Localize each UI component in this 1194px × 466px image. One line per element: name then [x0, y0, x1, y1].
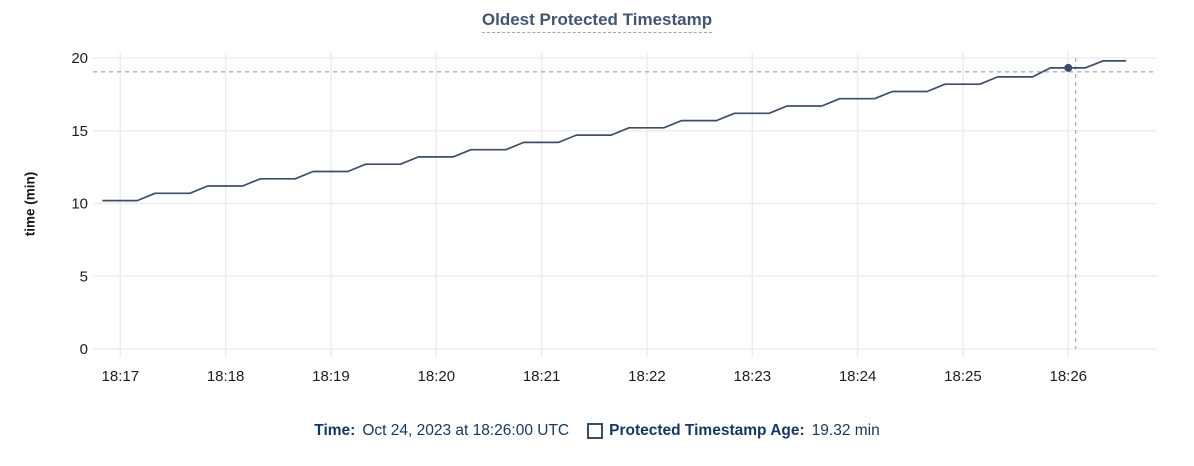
- x-tick-label: 18:23: [734, 368, 772, 385]
- chart-svg[interactable]: 0 5 10 15 20 18:17 18:18 18:19 18:20 18:21 18:22 18…: [0, 0, 1194, 400]
- y-tick-label: 5: [80, 268, 88, 285]
- x-tick-label: 18:20: [418, 368, 456, 385]
- x-tick-label: 18:17: [102, 368, 140, 385]
- x-tick-label: 18:21: [523, 368, 561, 385]
- y-tick-label: 10: [71, 196, 88, 213]
- y-tick-label: 15: [71, 123, 88, 140]
- series-line: [102, 60, 1127, 202]
- checkbox-unchecked-icon[interactable]: [587, 423, 604, 439]
- series-label: Protected Timestamp Age:: [609, 422, 805, 439]
- chart-title[interactable]: Oldest Protected Timestamp: [481, 10, 713, 33]
- x-tick-label: 18:22: [628, 368, 666, 385]
- y-tick-label: 0: [80, 341, 88, 358]
- x-tick-label: 18:25: [944, 368, 982, 385]
- time-value: Oct 24, 2023 at 18:26:00 UTC: [362, 422, 570, 439]
- time-label: Time:: [314, 422, 356, 439]
- x-tick-label: 18:19: [312, 368, 350, 385]
- x-tick-label: 18:26: [1049, 368, 1087, 385]
- chart-legend: Time: Oct 24, 2023 at 18:26:00 UTC Prote…: [0, 422, 1194, 440]
- hover-point-dot: [1064, 63, 1073, 72]
- y-tick-label: 20: [71, 50, 88, 67]
- series-value: 19.32 min: [811, 422, 880, 439]
- x-tick-label: 18:18: [207, 368, 245, 385]
- x-tick-label: 18:24: [839, 368, 877, 385]
